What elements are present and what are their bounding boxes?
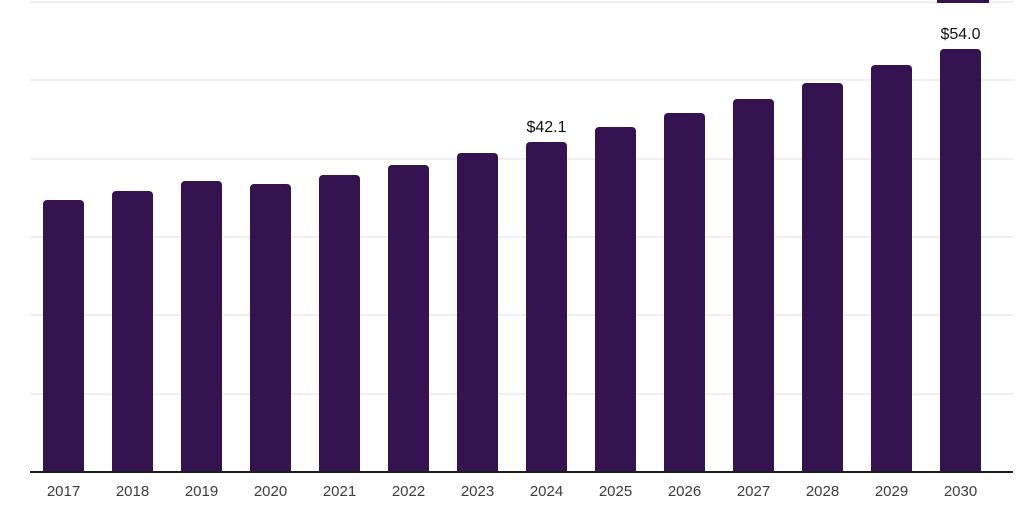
bar-2026 (664, 113, 705, 472)
x-tick-label-2022: 2022 (391, 483, 426, 500)
gridline-60 (30, 1, 1013, 3)
x-tick-label-2024: 2024 (529, 483, 564, 500)
bar-2020 (250, 183, 291, 472)
bar-slot-2027 (719, 2, 788, 472)
bar-slot-2030: $54.0 (926, 2, 995, 472)
bar-2017 (43, 200, 84, 472)
x-tick-label-2027: 2027 (736, 483, 771, 500)
bar-2023 (457, 153, 498, 472)
bar-2018 (112, 190, 153, 472)
x-tick-label-2025: 2025 (598, 483, 633, 500)
bar-value-label-2024: $42.1 (526, 119, 567, 137)
x-axis-line (30, 471, 1013, 473)
x-tick-label-2029: 2029 (874, 483, 909, 500)
gridline-10 (30, 392, 1013, 395)
bar-2029 (871, 64, 912, 472)
bar-slot-2028 (788, 2, 857, 472)
bar-slot-2020 (236, 2, 305, 472)
gridline-30 (30, 236, 1013, 238)
x-tick-label-2018: 2018 (115, 483, 150, 500)
plot-area: $42.1 $54.0 (29, 2, 995, 472)
bar-slot-2022 (374, 2, 443, 472)
bar-slot-2017 (29, 2, 98, 472)
bar-slot-2023 (443, 2, 512, 472)
cropped-element-artifact (937, 0, 989, 3)
x-tick-label-2021: 2021 (322, 483, 357, 500)
x-tick-label-2030: 2030 (943, 483, 978, 500)
bar-value-label-2030: $54.0 (940, 26, 981, 43)
bar-2022 (388, 164, 429, 472)
bar-slot-2024: $42.1 (512, 2, 581, 472)
bar-2028 (802, 82, 843, 472)
bar-2019 (181, 181, 222, 472)
gridline-40 (30, 157, 1013, 160)
x-tick-label-2019: 2019 (184, 483, 219, 500)
bar-2027 (733, 99, 774, 472)
x-tick-label-2020: 2020 (253, 483, 288, 500)
x-tick-label-2026: 2026 (667, 483, 702, 500)
bar-slot-2025 (581, 2, 650, 472)
x-tick-label-2023: 2023 (460, 483, 495, 500)
x-axis-tick-labels: 2017 2018 2019 2020 2021 2022 2023 2024 2025 2026… (29, 483, 995, 500)
bar-slot-2018 (98, 2, 167, 472)
bar-slot-2026 (650, 2, 719, 472)
bar-slot-2029 (857, 2, 926, 472)
bar-2025 (595, 127, 636, 472)
x-tick-label-2017: 2017 (46, 483, 81, 500)
gridline-50 (30, 79, 1013, 82)
bar-slot-2021 (305, 2, 374, 472)
gridline-20 (30, 314, 1013, 317)
bar-2021 (319, 175, 360, 472)
bar-2030 (940, 49, 981, 472)
bar-2024 (526, 142, 567, 472)
bar-slot-2019 (167, 2, 236, 472)
x-tick-label-2028: 2028 (805, 483, 840, 500)
